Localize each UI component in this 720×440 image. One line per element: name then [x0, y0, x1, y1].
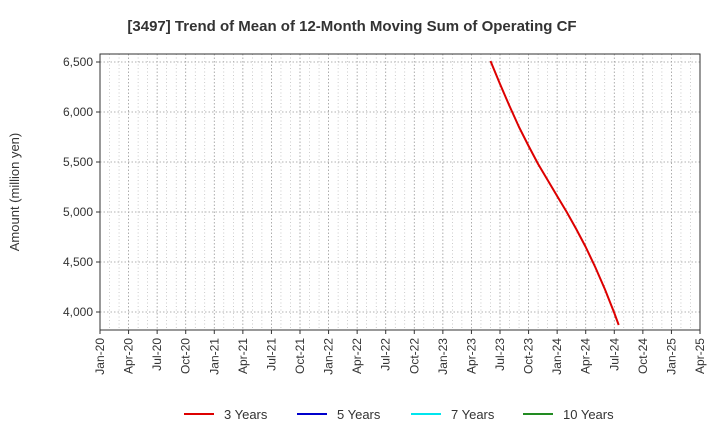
series-lines: [489, 60, 620, 326]
x-tick-label: Oct-20: [179, 338, 193, 374]
x-tick-label: Apr-20: [122, 338, 136, 374]
x-tick-label: Jan-20: [93, 338, 107, 375]
legend-label: 3 Years: [224, 407, 268, 422]
x-tick-label: Jan-22: [322, 338, 336, 375]
y-tick-label: 4,000: [63, 305, 93, 319]
grid: [99, 54, 701, 330]
y-axis-label: Amount (million yen): [7, 133, 22, 252]
legend-label: 10 Years: [563, 407, 614, 422]
y-axis: 4,000 4,500 5,000 5,500 6,000 6,500: [63, 55, 100, 319]
x-tick-label: Oct-24: [636, 338, 650, 374]
y-tick-label: 6,000: [63, 105, 93, 119]
x-tick-label: Jan-23: [436, 338, 450, 375]
x-tick-label: Oct-23: [522, 338, 536, 374]
y-tick-label: 6,500: [63, 55, 93, 69]
x-tick-label: Jul-23: [493, 338, 507, 371]
series-line-3-years: [489, 60, 620, 326]
legend: 3 Years 5 Years 7 Years 10 Years: [184, 407, 614, 422]
x-tick-label: Apr-23: [464, 338, 478, 374]
x-tick-label: Jul-24: [607, 338, 621, 371]
legend-item: 7 Years: [411, 407, 495, 422]
x-tick-label: Apr-22: [350, 338, 364, 374]
legend-item: 5 Years: [297, 407, 381, 422]
x-tick-label: Jan-21: [207, 338, 221, 375]
chart-title: [3497] Trend of Mean of 12-Month Moving …: [127, 18, 576, 35]
legend-item: 3 Years: [184, 407, 268, 422]
legend-item: 10 Years: [523, 407, 614, 422]
x-tick-label: Jan-24: [550, 338, 564, 375]
x-tick-label: Jan-25: [664, 338, 678, 375]
x-tick-label: Jul-20: [150, 338, 164, 371]
x-tick-label: Jul-22: [379, 338, 393, 371]
x-tick-label: Oct-22: [407, 338, 421, 374]
y-tick-label: 5,000: [63, 205, 93, 219]
x-tick-label: Apr-21: [236, 338, 250, 374]
x-tick-label: Apr-24: [579, 338, 593, 374]
x-axis: Jan-20 Apr-20 Jul-20 Oct-20 Jan-21 Apr-21 Jul-…: [93, 330, 707, 375]
x-tick-label: Jul-21: [264, 338, 278, 371]
legend-label: 5 Years: [337, 407, 381, 422]
y-tick-label: 4,500: [63, 255, 93, 269]
legend-label: 7 Years: [451, 407, 495, 422]
x-tick-label: Apr-25: [693, 338, 707, 374]
x-tick-label: Oct-21: [293, 338, 307, 374]
y-tick-label: 5,500: [63, 155, 93, 169]
plot-frame: [99, 53, 701, 331]
